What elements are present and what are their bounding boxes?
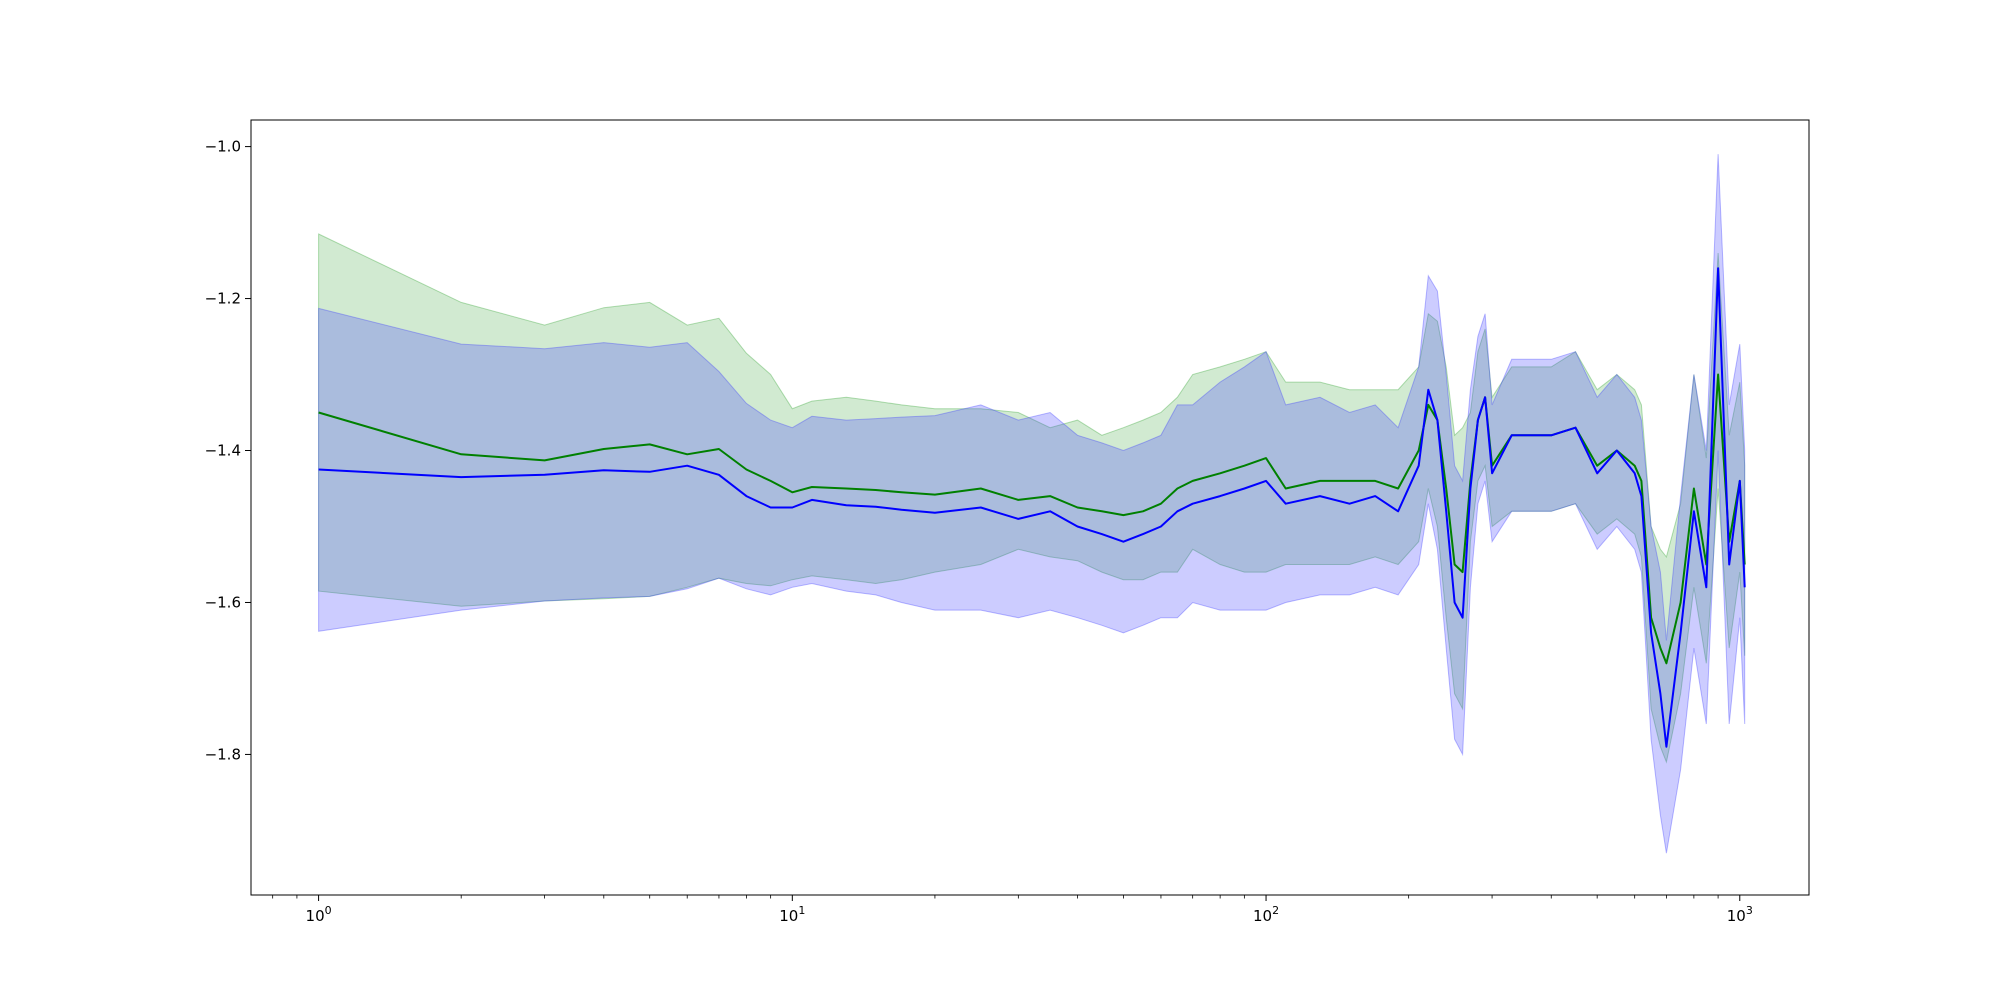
plot-frame	[250, 119, 1810, 896]
x-tick-label: 103	[1727, 904, 1753, 925]
series-1-line	[318, 373, 1746, 665]
y-tick-label: −1.2	[205, 290, 241, 308]
y-tick-label: −1.8	[205, 745, 241, 763]
x-tick-label: 101	[779, 904, 805, 925]
plot-background	[251, 120, 1809, 895]
y-axis: −1.0 −1.2 −1.4 −1.6 −1.8	[205, 138, 251, 763]
x-tick-label: 102	[1253, 904, 1279, 925]
y-tick-label: −1.0	[205, 138, 241, 156]
y-tick-label: −1.4	[205, 442, 241, 460]
y-tick-label: −1.6	[205, 593, 241, 611]
series-2-line	[318, 267, 1746, 748]
series-2-band	[318, 154, 1746, 854]
x-axis: 100 101 102 103	[272, 895, 1753, 925]
series-lines	[318, 267, 1746, 748]
x-tick-label: 100	[306, 904, 332, 925]
